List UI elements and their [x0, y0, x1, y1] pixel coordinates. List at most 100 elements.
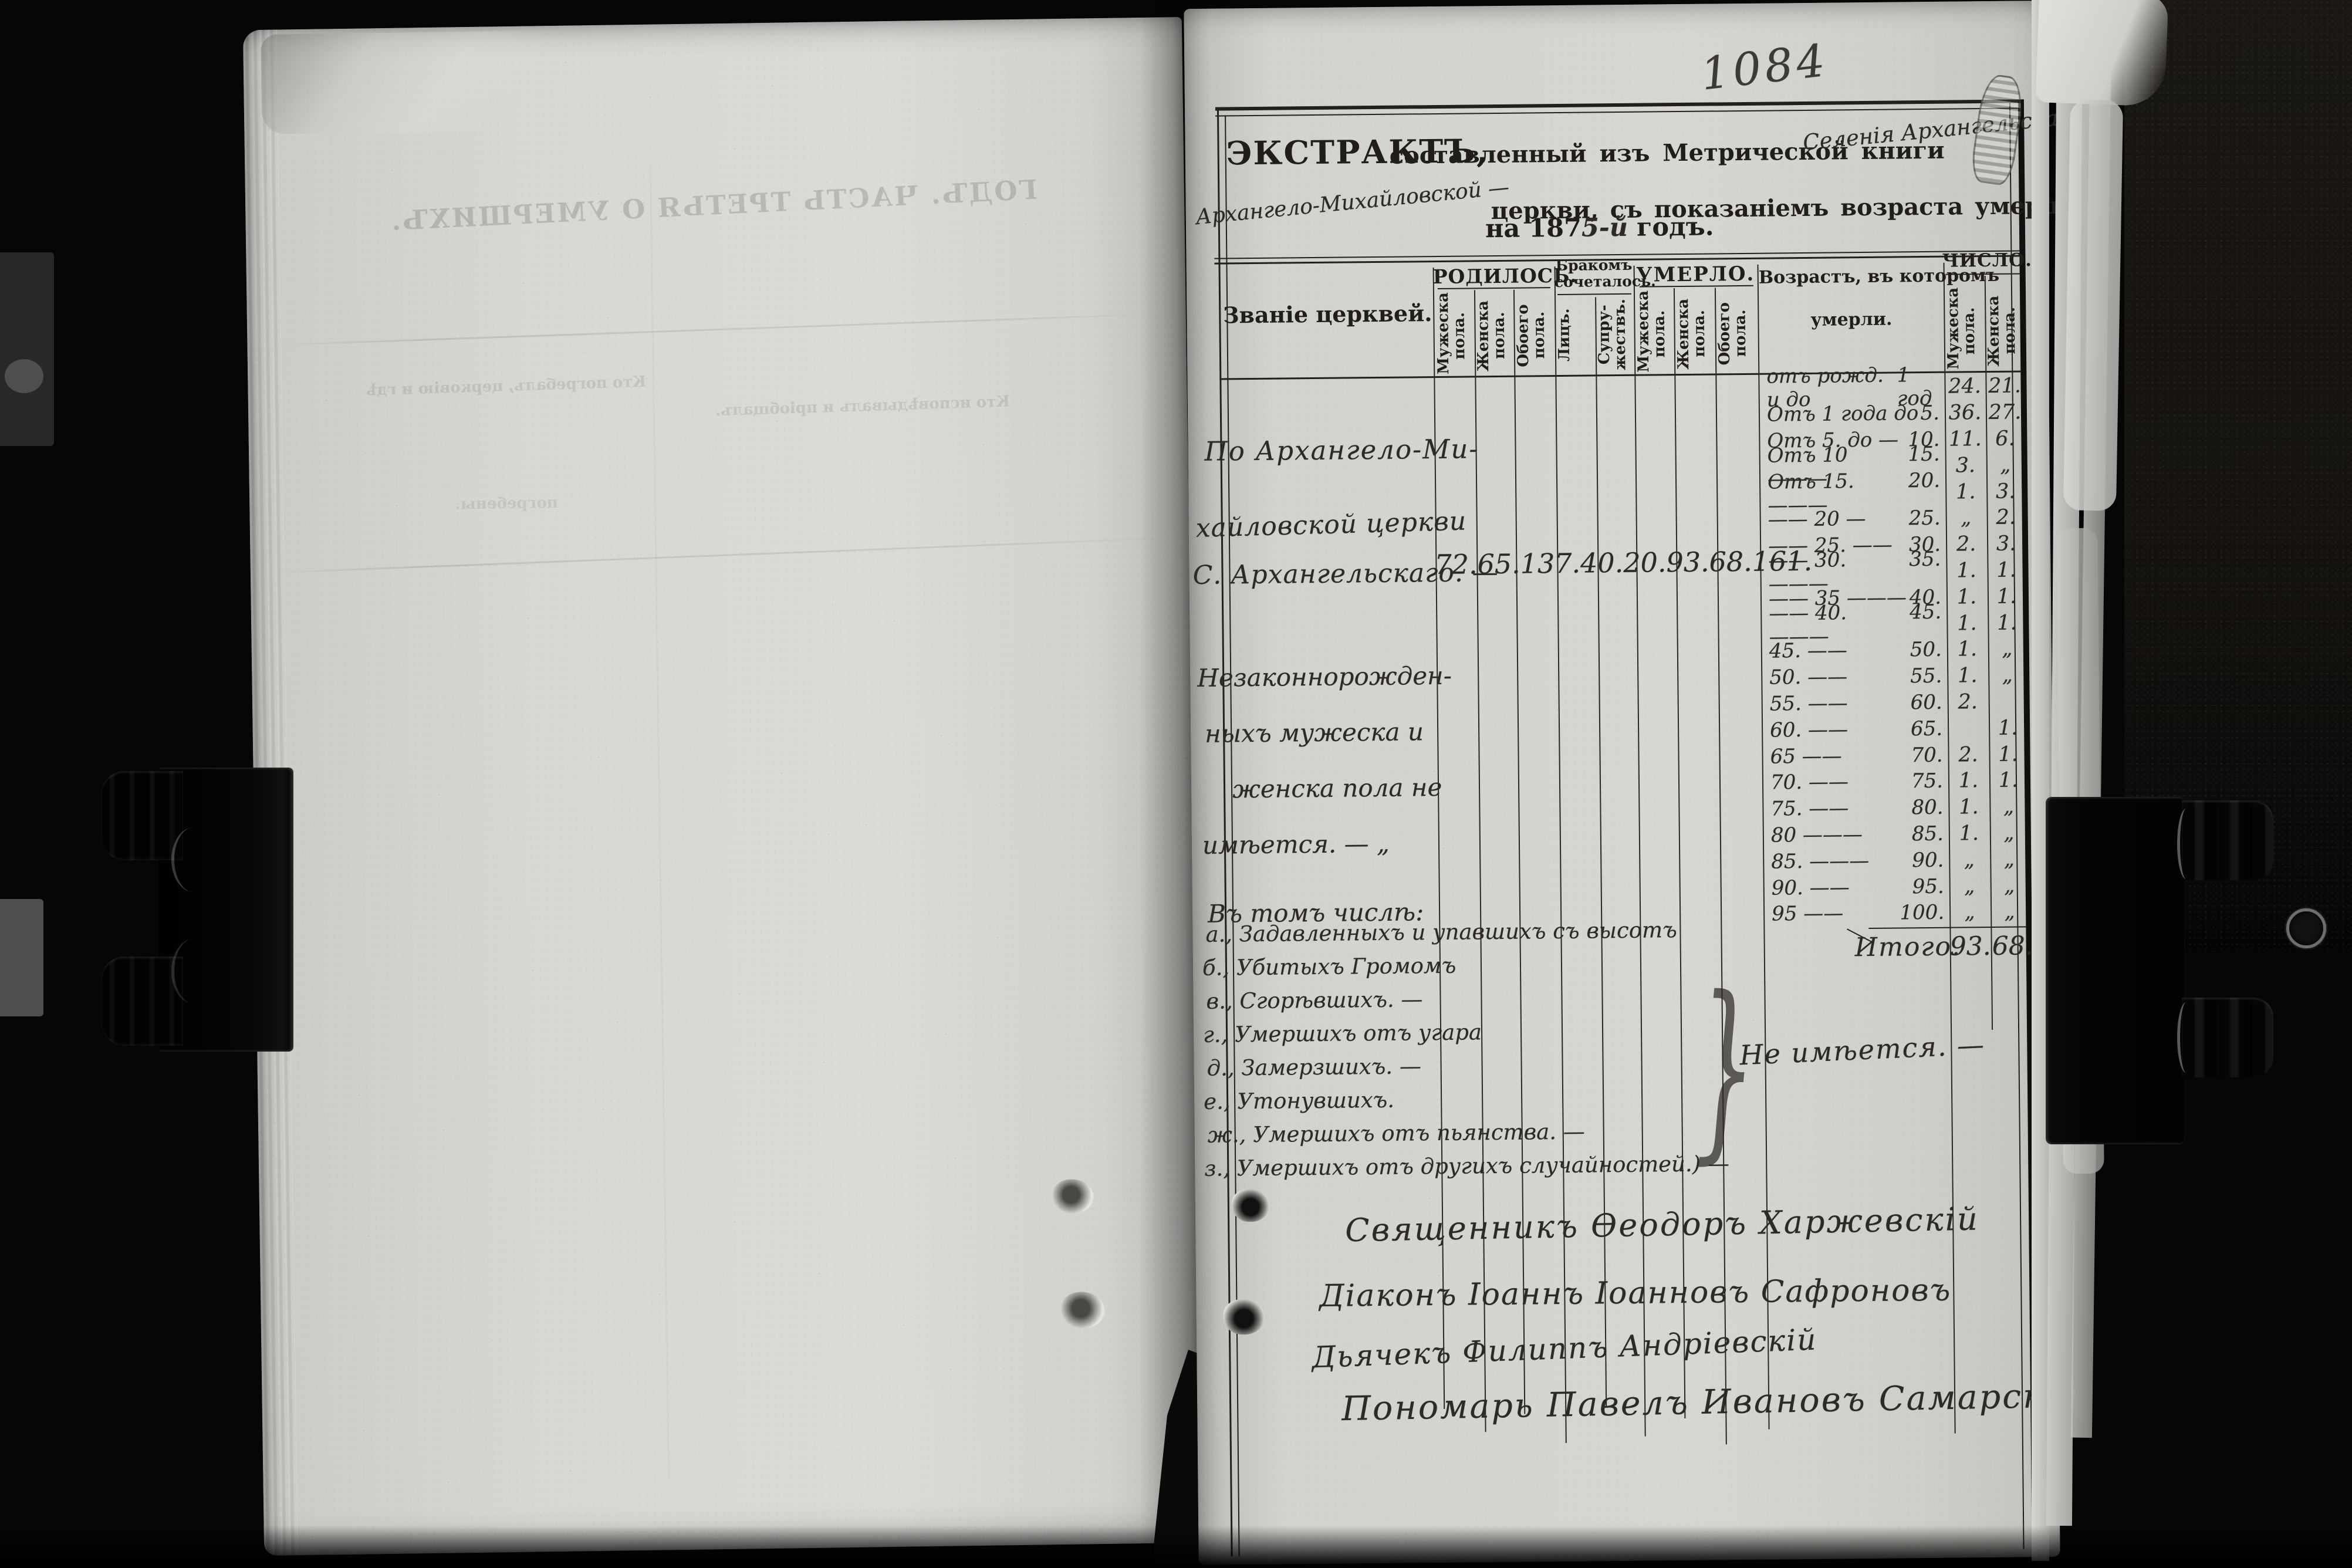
photo-bottom-shadow — [0, 1526, 2352, 1568]
bleedthrough-text: погребены. — [455, 494, 558, 513]
male-count: 1. — [1957, 637, 1978, 661]
female-count: 6. — [1995, 427, 2015, 451]
age-to: 25. — [1908, 506, 1941, 530]
age-row: 70. —— 75. 1. 1. — [1762, 767, 2027, 796]
clamp-body — [2046, 797, 2185, 1144]
age-range: 80 ——— 85. — [1763, 822, 1948, 847]
header-married: Бракомъ сочеталось. — [1554, 256, 1656, 291]
age-row: 50. —— 55. 1. „ — [1761, 662, 2026, 691]
male-count: 3. — [1955, 453, 1976, 478]
age-to: 5. — [1920, 401, 1940, 425]
note-line: имѣется. — „ — [1202, 829, 1390, 860]
male-count: 1. — [1955, 479, 1976, 504]
paper-crease — [261, 537, 1176, 575]
age-row: отъ рожд. и до 1 год 24. 21. — [1758, 364, 2023, 412]
clamp-prong — [2182, 998, 2273, 1077]
age-to: 75. — [1911, 769, 1944, 793]
paper-crease — [265, 313, 1171, 346]
age-range: 90. —— 95. — [1763, 874, 1949, 900]
total-female: 68. — [1992, 931, 2033, 961]
age-from: 70. —— — [1770, 770, 1849, 795]
subheader-female: Женска пола. — [1985, 295, 2019, 367]
bleedthrough-text: Кто исповѣдывалъ и пріобщалъ. — [715, 393, 1011, 420]
statistic-value: 65. — [1477, 548, 1520, 580]
age-range: 65 —— 70. — [1762, 743, 1947, 768]
column-line — [1673, 288, 1686, 1419]
female-count: 1. — [1996, 558, 2016, 582]
female-count: „ — [2003, 874, 2015, 898]
age-to: 85. — [1911, 822, 1944, 846]
female-count: 21. — [1988, 374, 2022, 398]
male-count: 2. — [1958, 742, 1978, 767]
subheader-female: Женска пола. — [1674, 298, 1709, 370]
church-statistics-row: 72. 65. 137. 40. 20. 93. 68. 161. — [1434, 545, 1812, 580]
age-range: 45. —— 50. — [1761, 638, 1947, 663]
age-to: 55. — [1910, 664, 1942, 688]
age-from: 75. —— — [1770, 796, 1849, 821]
pencil-page-number: 1084 — [1698, 33, 1831, 100]
column-line — [1714, 288, 1727, 1445]
age-to: 90. — [1912, 848, 1944, 872]
female-count: „ — [2002, 663, 2013, 687]
male-count: 24. — [1948, 374, 1982, 399]
statistic-value: 40. — [1580, 546, 1624, 579]
female-count: „ — [2002, 637, 2013, 661]
extract-form-page: 1084 ЭКСТРАКТЪ, составленный изъ Метриче… — [1184, 1, 2116, 1565]
age-range: 75. —— 80. — [1762, 796, 1948, 821]
torn-paper-piece — [2063, 99, 2124, 511]
group-underline — [1557, 293, 1632, 296]
age-range: Отъ 1 года до 5. — [1759, 401, 1944, 427]
age-row: 55. —— 60. 2. — [1762, 688, 2027, 717]
wormhole — [1231, 1188, 1270, 1222]
note-line: женска пола не — [1232, 772, 1442, 804]
female-count: 1. — [1997, 611, 2017, 635]
header-died: УМЕРЛО. — [1635, 262, 1755, 287]
clamp-arm — [101, 957, 183, 1046]
male-count: 1. — [1957, 611, 1977, 636]
male-count: 2. — [1958, 690, 1978, 714]
male-count: 1. — [1959, 795, 1979, 819]
male-count: 1. — [1958, 769, 1979, 793]
year-suffix: годъ. — [1627, 212, 1714, 242]
age-to: 65. — [1910, 717, 1943, 741]
total-male: 93. — [1949, 931, 1991, 962]
age-from: 80 ——— — [1770, 823, 1863, 847]
header-age-line1: Возрастъ, въ которомъ — [1758, 265, 2000, 288]
background-object — [0, 899, 43, 1016]
female-count: „ — [2003, 821, 2015, 845]
torn-corner — [261, 30, 591, 134]
age-from: 50. —— — [1769, 665, 1848, 690]
page-edge — [2032, 0, 2049, 1561]
bleedthrough-text: Кто погребалъ, церковію и гдѣ — [366, 373, 647, 400]
torn-paper-piece — [2035, 0, 2169, 107]
clamp-highlight — [171, 827, 215, 892]
header-count: ЧИСЛО. — [1942, 249, 2033, 272]
note-line: Незаконнорожден- — [1197, 661, 1452, 692]
age-row: —— 20 — 25. „ 2. — [1759, 504, 2025, 533]
total-label: Итого. — [1854, 931, 1962, 963]
age-row: 80 ——— 85. 1. „ — [1763, 820, 2028, 849]
age-range: 70. —— 75. — [1762, 769, 1948, 795]
clamp-highlight — [2177, 809, 2195, 879]
age-table: отъ рожд. и до 1 год 24. 21. Отъ 1 года … — [1758, 364, 2029, 927]
female-count: 2. — [1996, 505, 2016, 530]
signature-priest: Священникъ Ѳеодоръ Харжевскій — [1344, 1200, 1980, 1249]
column-line — [1554, 266, 1567, 1443]
age-to: 95. — [1912, 874, 1944, 898]
age-row: 65 —— 70. 2. 1. — [1762, 741, 2027, 770]
female-count: 1. — [1996, 584, 2017, 609]
signature-deacon: Діаконъ Іоаннъ Іоанновъ Сафроновъ — [1319, 1272, 1952, 1314]
female-count: „ — [2003, 795, 2015, 819]
leather-cover-background — [2124, 0, 2352, 951]
female-count: 27. — [1988, 400, 2022, 425]
bleedthrough-title: ГОДЪ. ЧАСТЬ ТРЕТЬЯ О УМЕРШИХЪ. — [388, 174, 1038, 237]
male-count: 1. — [1957, 664, 1978, 688]
age-row: Отъ 1 года до 5. 36. 27. — [1759, 399, 2024, 428]
male-count: „ — [1964, 847, 1975, 872]
age-row: 75. —— 80. 1. „ — [1762, 793, 2027, 822]
age-range: 50. —— 55. — [1761, 664, 1947, 690]
clamp-prong — [2182, 800, 2273, 880]
female-count — [1989, 701, 2027, 702]
male-count: 1. — [1956, 559, 1976, 583]
header-age-line2: умерли. — [1810, 309, 1893, 330]
